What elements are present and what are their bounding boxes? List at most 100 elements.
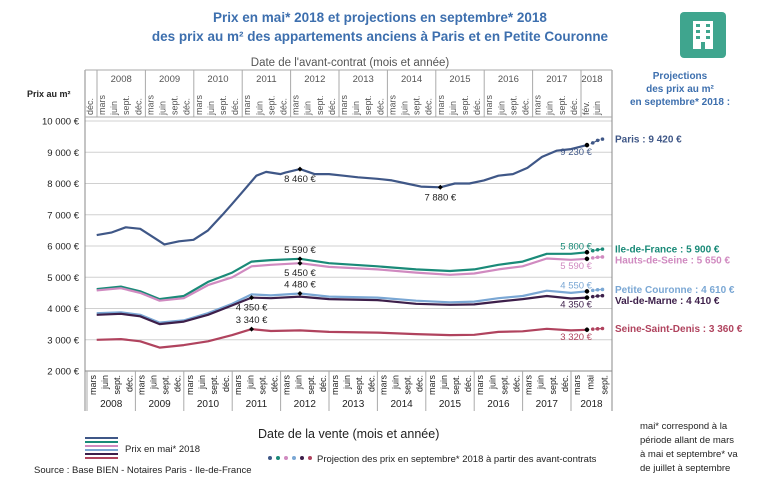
projection-point xyxy=(595,327,600,331)
x-tick-label: 2008 xyxy=(100,399,123,410)
data-label: 8 460 € xyxy=(284,174,316,185)
x-month-label: sept. xyxy=(209,375,219,395)
projection-heading: Projections des prix au m² en septembre*… xyxy=(600,70,760,109)
top-axis-title: Date de l'avant-contrat (mois et année) xyxy=(250,57,450,69)
source-text: Source : Base BIEN - Notaires Paris - Il… xyxy=(34,465,252,476)
top-month-label: déc. xyxy=(133,98,143,115)
projection-point xyxy=(600,255,605,259)
projection-heading-line: en septembre* 2018 : xyxy=(629,97,731,108)
x-month-label: déc. xyxy=(270,375,280,392)
y-tick-label: 5 000 € xyxy=(47,273,79,284)
x-month-label: sept. xyxy=(403,375,413,395)
legend-dot xyxy=(284,456,288,460)
top-month-label: mars xyxy=(97,95,107,115)
top-month-label: mars xyxy=(194,95,204,115)
x-month-label: déc. xyxy=(366,375,376,392)
projection-point xyxy=(600,137,605,141)
x-tick-label: 2017 xyxy=(536,399,559,410)
projection-heading-line: des prix au m² xyxy=(646,84,714,95)
x-month-label: juin xyxy=(536,375,546,390)
x-month-label: sept. xyxy=(548,375,558,395)
x-tick-label: 2014 xyxy=(390,399,413,410)
top-month-label: déc. xyxy=(521,98,531,115)
x-month-label: sept. xyxy=(451,375,461,395)
top-month-label: mars xyxy=(242,95,252,115)
data-label: 3 320 € xyxy=(560,332,592,343)
projection-point xyxy=(595,294,600,298)
top-month-label: juin xyxy=(400,101,410,116)
top-month-label: fév. xyxy=(581,101,591,115)
x-month-label: sept. xyxy=(257,375,267,395)
data-label: 7 880 € xyxy=(424,192,456,203)
projection-point xyxy=(600,287,605,292)
x-month-label: mars xyxy=(88,375,98,395)
series-line-5 xyxy=(96,327,588,349)
top-month-label: juin xyxy=(254,101,264,116)
projection-point xyxy=(590,141,595,145)
series-line-1 xyxy=(96,251,588,301)
x-month-label: mars xyxy=(378,375,388,395)
top-month-label: juin xyxy=(109,101,119,116)
label-marker xyxy=(297,291,303,296)
top-month-label: mars xyxy=(291,95,301,115)
x-month-label: juin xyxy=(487,375,497,390)
data-label: 9 230 € xyxy=(560,147,592,158)
projection-point xyxy=(590,248,595,253)
y-tick-label: 8 000 € xyxy=(47,179,79,190)
x-month-label: mai xyxy=(586,375,596,390)
footnote-line: de juillet à septembre xyxy=(640,463,731,474)
x-month-label: juin xyxy=(342,375,352,390)
x-tick-label: 2015 xyxy=(439,399,462,410)
top-month-label: déc. xyxy=(375,98,385,115)
label-marker xyxy=(584,288,590,294)
footnote-line: mai* correspond à la xyxy=(640,421,728,432)
top-year-label: 2010 xyxy=(207,74,228,85)
chart-title: Prix en mai* 2018 et projections en sept… xyxy=(0,8,760,46)
x-month-label: juin xyxy=(439,375,449,390)
x-month-label: sept. xyxy=(112,375,122,395)
top-month-label: déc. xyxy=(182,98,192,115)
x-month-label: déc. xyxy=(512,375,522,392)
label-marker xyxy=(297,260,303,266)
legend-dot xyxy=(308,456,312,460)
label-marker xyxy=(437,184,443,190)
x-month-label: mars xyxy=(330,375,340,395)
top-month-label: sept. xyxy=(218,95,228,115)
series-line-3 xyxy=(96,289,588,324)
top-month-label: sept. xyxy=(508,95,518,115)
label-marker xyxy=(584,142,590,148)
top-year-label: 2012 xyxy=(304,74,325,85)
footnote: mai* correspond à la période allant de m… xyxy=(640,420,738,476)
top-month-label: juin xyxy=(592,101,602,116)
projection-point xyxy=(600,326,605,331)
legend-dot xyxy=(268,456,272,460)
x-month-label: déc. xyxy=(221,375,231,392)
top-month-label: juin xyxy=(448,101,458,116)
x-month-label: mars xyxy=(524,375,534,395)
projection-point xyxy=(595,138,600,143)
top-month-label: déc. xyxy=(569,98,579,115)
projection-point xyxy=(595,247,600,252)
y-tick-label: 3 000 € xyxy=(47,335,79,346)
top-month-label: déc. xyxy=(327,98,337,115)
x-month-label: mars xyxy=(233,375,243,395)
x-month-label: juin xyxy=(294,375,304,390)
label-marker xyxy=(249,295,255,301)
building-icon xyxy=(680,12,726,58)
x-tick-label: 2016 xyxy=(487,399,510,410)
x-month-label: déc. xyxy=(173,375,183,392)
x-month-label: déc. xyxy=(463,375,473,392)
label-marker xyxy=(584,327,590,333)
x-month-label: juin xyxy=(391,375,401,390)
x-tick-label: 2011 xyxy=(246,399,268,410)
top-year-label: 2016 xyxy=(498,74,519,85)
data-label: 3 340 € xyxy=(236,315,268,326)
projection-line-4 xyxy=(586,295,603,299)
series-end-label: Hauts-de-Seine : 5 650 € xyxy=(615,256,730,267)
top-month-label: déc. xyxy=(230,98,240,115)
x-month-label: mars xyxy=(427,375,437,395)
top-month-label: déc. xyxy=(472,98,482,115)
series-line-2 xyxy=(96,257,588,302)
series-line-0 xyxy=(96,144,588,246)
